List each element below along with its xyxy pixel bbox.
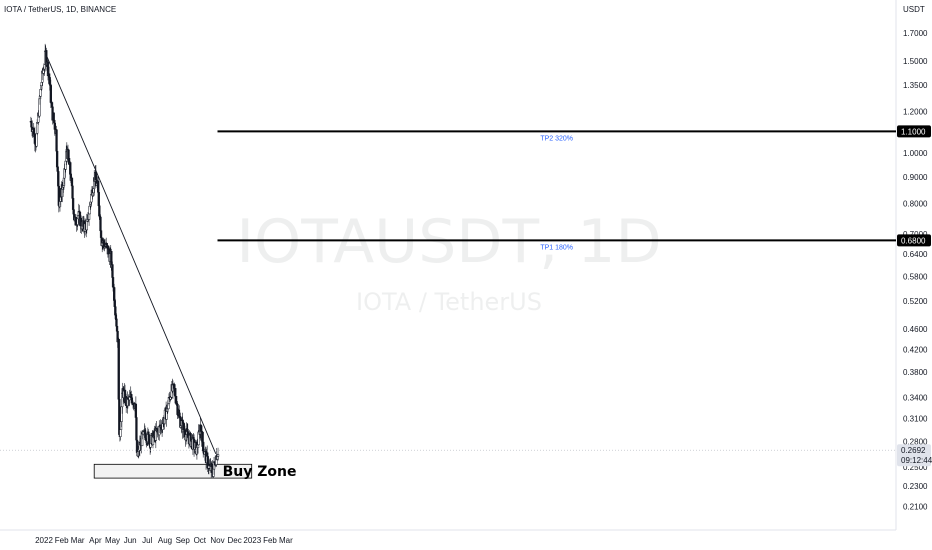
candle-body-down xyxy=(99,216,102,231)
price-tick-label: 0.4600 xyxy=(903,325,928,334)
time-tick-label: 2022 xyxy=(35,536,53,545)
price-tick-label: 1.0000 xyxy=(903,149,928,158)
time-tick-label: Aug xyxy=(158,536,172,545)
time-tick-label: Nov xyxy=(210,536,224,545)
candle-body-up xyxy=(216,454,220,457)
candle-body-up xyxy=(36,122,39,134)
countdown-text: 09:12:44 xyxy=(901,456,932,465)
price-tick-label: 1.5000 xyxy=(903,57,928,66)
candle-body-down xyxy=(117,338,120,400)
candles xyxy=(29,43,220,479)
time-tick-label: Mar xyxy=(71,536,85,545)
trendline[interactable] xyxy=(45,53,217,454)
candle-body-down xyxy=(71,185,74,199)
price-tick-label: 0.6400 xyxy=(903,250,928,259)
candle-body-down xyxy=(72,209,75,215)
price-tick-label: 0.3100 xyxy=(903,414,928,423)
time-tick-label: Feb xyxy=(263,536,277,545)
candle-body-down xyxy=(115,325,119,332)
watermark-ticker: IOTAUSDT, 1D xyxy=(236,207,661,277)
candle-body-down xyxy=(50,102,54,108)
time-tick-label: May xyxy=(105,536,120,545)
candle-body-up xyxy=(87,213,91,220)
time-axis[interactable]: 2022 Feb Mar Apr May Jun Jul Aug Sep Oct Nov Dec 202… xyxy=(35,536,293,545)
price-axis[interactable]: 1.7000 1.5000 1.3500 1.2000 1.0000 0.9000 0.80… xyxy=(903,29,928,512)
price-tick-label: 0.2100 xyxy=(903,503,928,512)
candle-body-down xyxy=(201,431,204,443)
price-tick-label: 0.8000 xyxy=(903,200,928,209)
price-tick-label: 1.3500 xyxy=(903,81,928,90)
tp1-price-tag-text: 0.6800 xyxy=(901,236,926,245)
price-tick-label: 0.7000 xyxy=(903,230,928,239)
price-tick-label: 0.5800 xyxy=(903,272,928,281)
last-price-tag: 0.2692 09:12:44 xyxy=(897,444,932,467)
candle xyxy=(117,337,120,402)
candle xyxy=(216,447,220,461)
watermark-name: IOTA / TetherUS xyxy=(356,288,542,316)
tp2-price-tag: 1.1000 xyxy=(897,125,931,138)
time-tick-label: Jun xyxy=(124,536,137,545)
candle-body-down xyxy=(97,180,100,193)
candle-body-up xyxy=(39,89,42,97)
price-tick-label: 0.2300 xyxy=(903,482,928,491)
time-tick-label: Mar xyxy=(279,536,293,545)
currency-label: USDT xyxy=(903,5,925,14)
price-tick-label: 0.9000 xyxy=(903,173,928,182)
candle-body-down xyxy=(97,192,100,207)
candle-body-down xyxy=(52,112,55,121)
symbol-title: IOTA / TetherUS, 1D, BINANCE xyxy=(4,5,116,14)
price-tick-label: 0.2800 xyxy=(903,437,928,446)
time-tick-label: Apr xyxy=(89,536,102,545)
price-tick-label: 0.3400 xyxy=(903,393,928,402)
time-tick-label: Dec xyxy=(227,536,241,545)
candle-body-down xyxy=(57,171,60,187)
price-tick-label: 0.4200 xyxy=(903,346,928,355)
time-tick-label: Oct xyxy=(194,536,207,545)
price-tick-label: 0.2500 xyxy=(903,463,928,472)
candle-body-up xyxy=(119,429,122,437)
time-tick-label: Feb xyxy=(55,536,69,545)
last-price-text: 0.2692 xyxy=(901,446,926,455)
tp1-label: TP1 180% xyxy=(540,244,573,251)
time-tick-label: 2023 xyxy=(243,536,261,545)
candle-body-up xyxy=(85,220,88,231)
time-tick-label: Sep xyxy=(176,536,191,545)
candle xyxy=(99,214,102,232)
candle-body-up xyxy=(35,133,38,147)
price-tick-label: 1.7000 xyxy=(903,29,928,38)
tp2-price-tag-text: 1.1000 xyxy=(901,127,926,136)
price-tick-label: 0.3800 xyxy=(903,368,928,377)
price-tick-label: 0.5200 xyxy=(903,297,928,306)
tp1-price-tag: 0.6800 xyxy=(897,234,931,247)
price-tick-label: 1.2000 xyxy=(903,108,928,117)
tp2-label: TP2 320% xyxy=(540,135,573,142)
time-tick-label: Jul xyxy=(142,536,152,545)
buy-zone-label: Buy Zone xyxy=(223,464,297,480)
